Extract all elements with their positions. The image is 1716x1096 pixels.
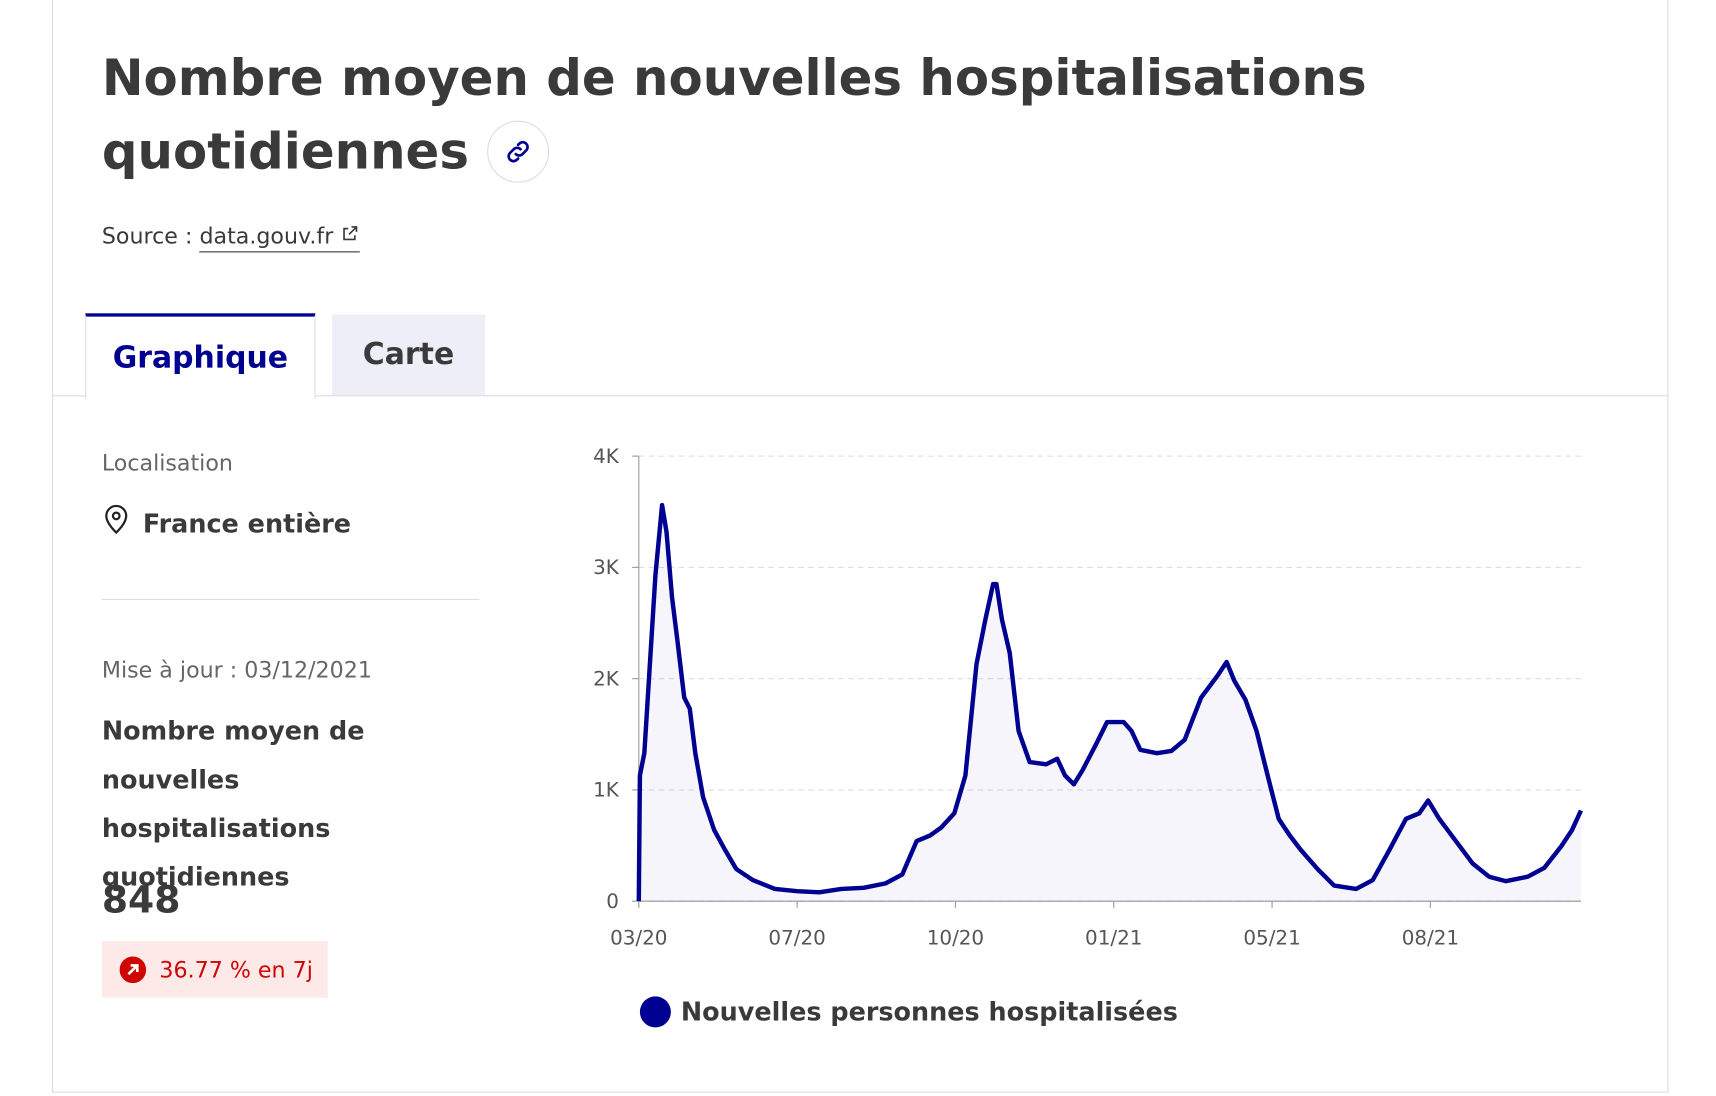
y-tick-label: 4K (593, 445, 620, 468)
y-tick-label: 1K (593, 779, 620, 802)
trend-badge: 36.77 % en 7j (101, 941, 328, 998)
title: Nombre moyen de nouvelles hospitalisatio… (101, 48, 1367, 181)
x-tick-label: 03/20 (610, 926, 667, 949)
tab-graphique[interactable]: Graphique (85, 313, 316, 399)
panel-divider (101, 598, 480, 601)
source-label: Source : (101, 222, 193, 250)
updated: Mise à jour : 03/12/2021 (101, 656, 372, 684)
kpi-value: 848 (101, 877, 181, 923)
tab-divider (52, 395, 1668, 397)
source-link[interactable]: data.gouv.fr (199, 222, 361, 253)
indicator: Nombre moyen de nouvelles hospitalisatio… (101, 717, 365, 893)
external-icon (343, 226, 358, 241)
x-tick-label: 05/21 (1243, 926, 1300, 949)
trend-text: 36.77 % en 7j (159, 955, 313, 983)
link-icon (507, 140, 529, 163)
link-button[interactable] (487, 120, 550, 183)
tab-carte[interactable]: Carte (332, 314, 485, 396)
pin-icon (105, 504, 128, 534)
location: France entière (142, 510, 352, 540)
y-tick-label: 0 (606, 890, 619, 913)
line (636, 502, 1583, 902)
card (52, 0, 1669, 1093)
x-tick-label: 08/21 (1402, 926, 1459, 949)
source: Source : data.gouv.fr (101, 222, 361, 253)
legend-swatch (639, 996, 671, 1028)
y-tick-label: 3K (593, 556, 620, 579)
area-fill (638, 505, 1581, 902)
x-tick-label: 07/20 (768, 926, 825, 949)
x-tick-label: 01/21 (1085, 926, 1142, 949)
trend-icon (119, 955, 147, 983)
x-tick-label: 10/20 (927, 926, 984, 949)
y-tick-label: 2K (593, 667, 620, 690)
legend-label: Nouvelles personnes hospitalisées (681, 998, 1178, 1028)
location-label: Localisation (101, 449, 233, 477)
